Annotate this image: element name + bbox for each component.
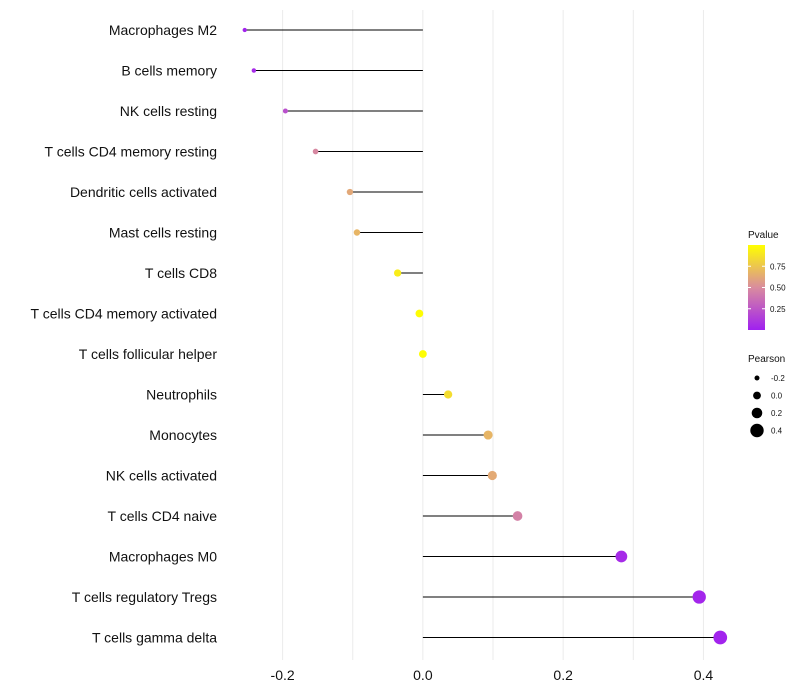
- lollipop-point: [487, 470, 497, 481]
- lollipop-point: [415, 309, 424, 318]
- category-label: T cells follicular helper: [79, 346, 218, 362]
- pvalue-legend-ticks: 0.25 0.50 0.75: [748, 262, 786, 314]
- lollipop-point: [353, 229, 361, 236]
- category-label: Macrophages M2: [109, 22, 217, 38]
- size-legend-key: [751, 407, 763, 419]
- pvalue-legend: Pvalue 0.25 0.50 0.75: [748, 230, 786, 330]
- category-label: T cells CD4 memory activated: [31, 306, 217, 322]
- category-label-layer: Macrophages M2 B cells memory NK cells res…: [31, 22, 218, 646]
- size-legend-key: [750, 423, 764, 438]
- lollipop-point: [483, 430, 493, 440]
- lollipop-point: [393, 269, 402, 277]
- category-label: T cells regulatory Tregs: [72, 589, 217, 605]
- x-tick-label: 0.4: [694, 667, 714, 683]
- colorbar-tick-label: 0.25: [770, 305, 786, 314]
- lollipop-point: [512, 511, 523, 521]
- x-tick-label: -0.2: [271, 667, 295, 683]
- pearson-legend-items: -0.2 0.0 0.2 0.4: [750, 374, 785, 438]
- size-legend-key: [753, 391, 761, 400]
- x-tick-label-layer: -0.2 0.0 0.2 0.4: [271, 667, 714, 683]
- category-label: B cells memory: [121, 63, 217, 79]
- size-legend-key: [754, 375, 760, 381]
- category-label: T cells CD8: [145, 265, 217, 281]
- lollipop-point: [418, 350, 427, 358]
- lollipop-point: [615, 550, 628, 563]
- category-label: Macrophages M0: [109, 549, 217, 565]
- lollipop-point: [242, 27, 247, 33]
- grid-layer: [282, 10, 704, 660]
- pearson-legend-title: Pearson: [748, 354, 785, 365]
- x-tick-label: 0.2: [553, 667, 573, 683]
- stem-layer: [244, 29, 721, 638]
- pearson-legend: Pearson -0.2 0.0 0.2 0.4: [748, 354, 785, 438]
- size-legend-label: 0.2: [771, 409, 783, 418]
- colorbar-tick-label: 0.75: [770, 262, 786, 271]
- pvalue-legend-title: Pvalue: [748, 230, 779, 241]
- lollipop-point: [251, 68, 257, 73]
- size-legend-label: -0.2: [771, 374, 785, 383]
- x-tick-label: 0.0: [413, 667, 433, 683]
- point-layer: [242, 27, 728, 645]
- category-label: NK cells resting: [120, 103, 217, 119]
- category-label: T cells gamma delta: [92, 630, 217, 646]
- size-legend-label: 0.0: [771, 392, 783, 401]
- lollipop-point: [312, 148, 319, 155]
- size-legend-label: 0.4: [771, 427, 783, 436]
- pvalue-colorbar: [748, 245, 765, 330]
- category-label: T cells CD4 naive: [108, 508, 218, 524]
- lollipop-point: [692, 590, 706, 604]
- colorbar-tick-label: 0.50: [770, 284, 786, 293]
- category-label: Monocytes: [149, 427, 217, 443]
- category-label: Mast cells resting: [109, 225, 217, 241]
- lollipop-point: [443, 390, 453, 399]
- category-label: T cells CD4 memory resting: [45, 144, 217, 160]
- category-label: Neutrophils: [146, 387, 217, 403]
- lollipop-point: [713, 630, 728, 645]
- lollipop-point: [282, 108, 288, 114]
- category-label: NK cells activated: [106, 468, 217, 484]
- lollipop-point: [346, 188, 354, 196]
- category-label: Dendritic cells activated: [70, 184, 217, 200]
